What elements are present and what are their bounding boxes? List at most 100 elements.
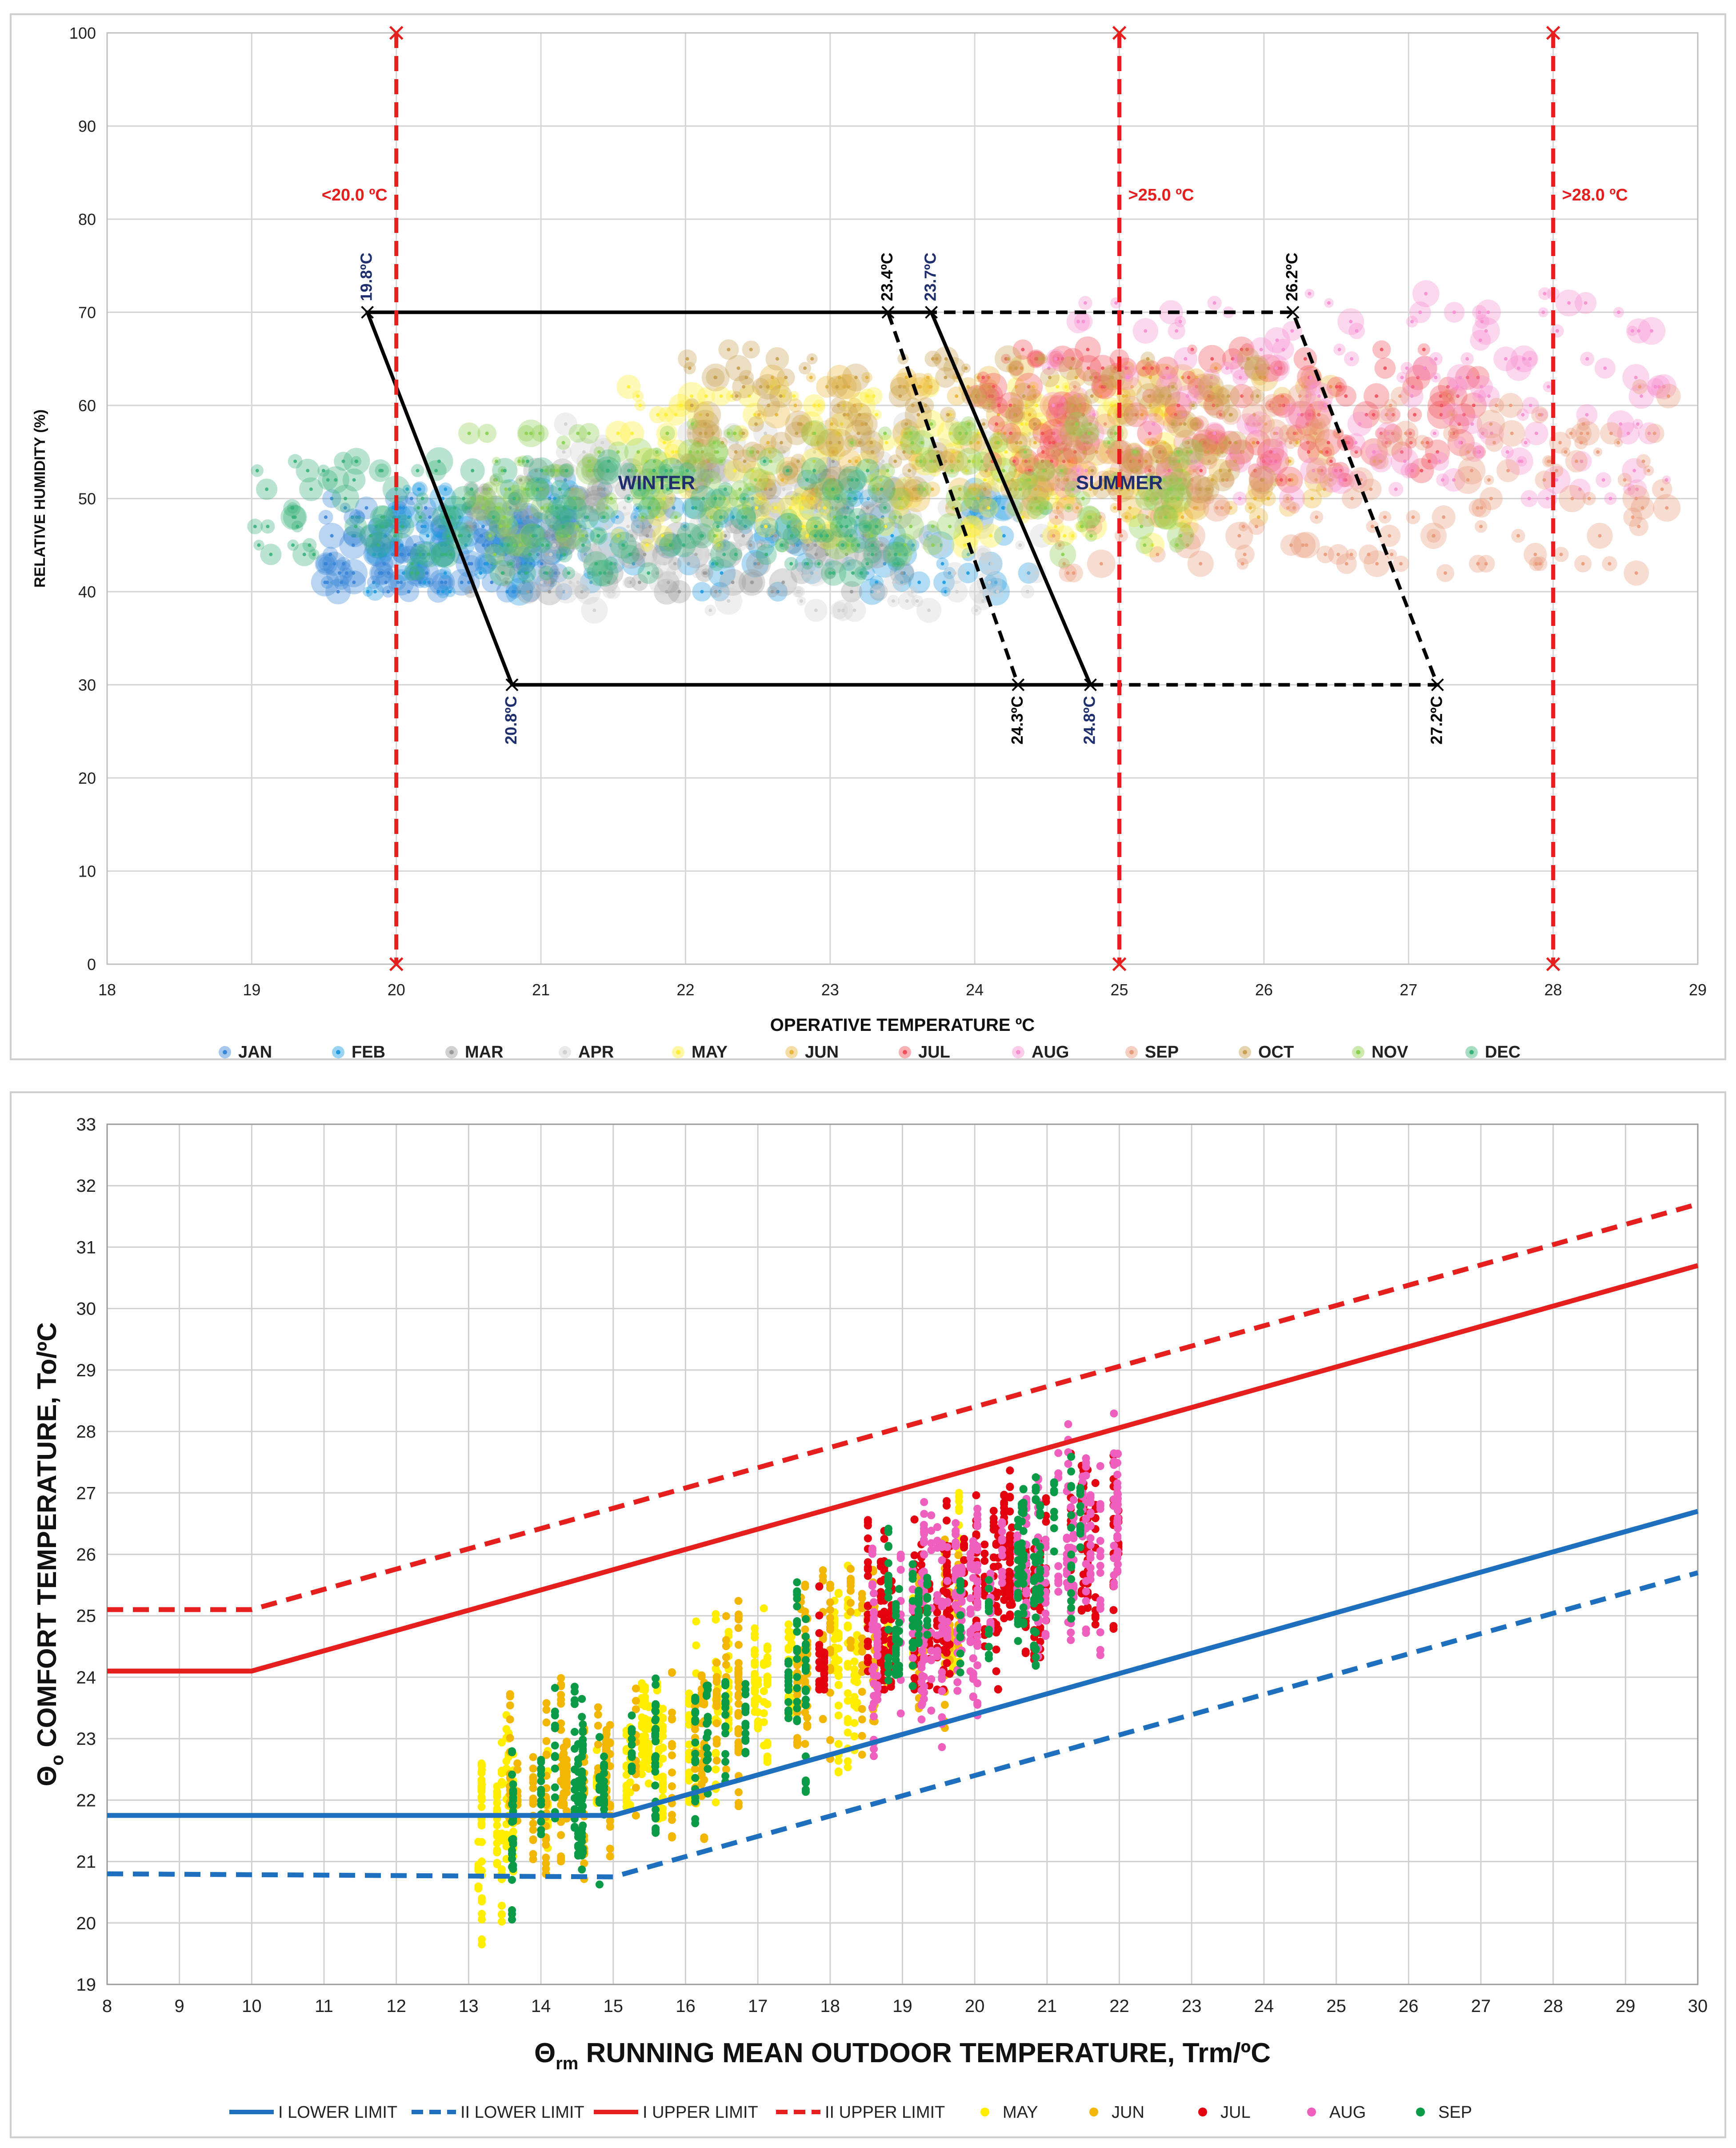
point-core-oct [690,404,694,407]
point-core-dec [400,525,404,529]
point-core-apr [608,487,612,491]
point-core-dec [544,571,548,575]
point-core-oct [1027,459,1031,463]
point-core-apr [739,543,743,547]
point-core-apr [576,581,580,585]
point-core-dec [503,469,507,473]
point-core-dec [509,562,513,566]
point-core-mar [806,543,810,547]
point-core-dec [805,562,809,566]
point-core-sep [1301,543,1305,547]
point-core-apr [757,543,761,547]
point-core-jan [515,534,519,538]
point-core-jun [1148,376,1152,380]
point-core-apr [852,608,856,612]
point-core-jun [830,422,834,426]
point-core-jun [926,376,930,380]
point-core-mar [580,590,584,593]
point-core-mar [781,581,785,585]
point-may [497,1911,506,1919]
point-core-mar [482,487,486,491]
point-core-aug [1458,441,1462,445]
point-core-sep [1484,562,1488,566]
point-core-nov [1175,543,1179,547]
point-core-oct [1048,376,1052,380]
point-core-feb [501,543,505,547]
point-core-jun [810,497,814,501]
point-core-oct [908,469,912,473]
point-core-sep [1119,534,1123,538]
point-core-feb [751,506,755,510]
point-core-feb [830,506,834,510]
point-core-oct [916,413,920,417]
point-core-feb [751,497,755,501]
point-jun [632,1697,640,1705]
point-core-apr [659,581,663,585]
legend: JAN FEB MAR APR MAY JUN JUL AUG SEP OCT NOV DEC [219,1043,1520,1062]
point-core-mar [898,515,902,519]
point-may [754,1708,762,1716]
point-core-jan [330,497,334,501]
point-core-nov [719,459,723,463]
point-core-dec [266,525,270,529]
point-core-nov [1071,487,1075,491]
point-core-nov [948,525,952,529]
point-core-jan [377,553,381,557]
x-tick-label: 17 [748,1996,768,2016]
point-core-oct [944,376,948,380]
point-may [493,1782,501,1791]
x-tick-label: 27 [1400,981,1417,999]
point-core-nov [922,487,926,491]
point-core-nov [727,431,731,435]
point-core-jan [517,497,521,501]
point-may [493,1832,501,1840]
point-core-nov [710,478,714,482]
point-core-apr [903,478,907,482]
point-core-feb [687,562,691,566]
point-core-nov [517,459,521,463]
point-core-dec [780,543,784,547]
point-core-dec [734,553,738,557]
point-core-feb [753,562,757,566]
point-core-jul [1335,385,1339,389]
point-core-feb [848,487,852,491]
point-core-feb [599,497,603,501]
point-core-oct [912,487,916,491]
point-core-feb [397,515,401,519]
point-core-nov [980,459,984,463]
point-core-dec [719,515,723,519]
point-core-sep [1609,431,1613,435]
point-core-mar [773,534,777,538]
point-jun [594,1711,602,1719]
point-core-jan [554,553,558,557]
point-core-feb [513,515,517,519]
point-jun [542,1853,550,1862]
point-core-feb [798,534,802,538]
point-may [834,1656,843,1664]
point-core-dec [427,553,431,557]
point-core-nov [893,515,897,519]
point-core-aug [1405,366,1409,370]
legend-marker-core [676,1050,680,1054]
point-may [834,1629,843,1638]
point-core-oct [714,376,718,380]
point-core-jun [1310,497,1314,501]
point-core-feb [584,553,588,557]
point-core-apr [989,562,993,566]
point-core-sep [1449,431,1453,435]
point-core-apr [611,590,615,593]
point-core-aug [1424,292,1428,296]
point-core-oct [856,431,860,435]
point-core-mar [887,553,891,557]
point-core-aug [1238,376,1242,380]
point-core-jan [548,497,552,501]
point-core-aug [1555,478,1559,482]
point-may [644,1747,653,1756]
y-tick-label: 24 [76,1668,96,1687]
point-core-apr [988,581,992,585]
point-core-apr [955,590,959,593]
point-core-jan [536,515,540,519]
point-core-aug [1349,320,1353,324]
point-core-nov [920,441,924,445]
point-core-dec [836,497,840,501]
